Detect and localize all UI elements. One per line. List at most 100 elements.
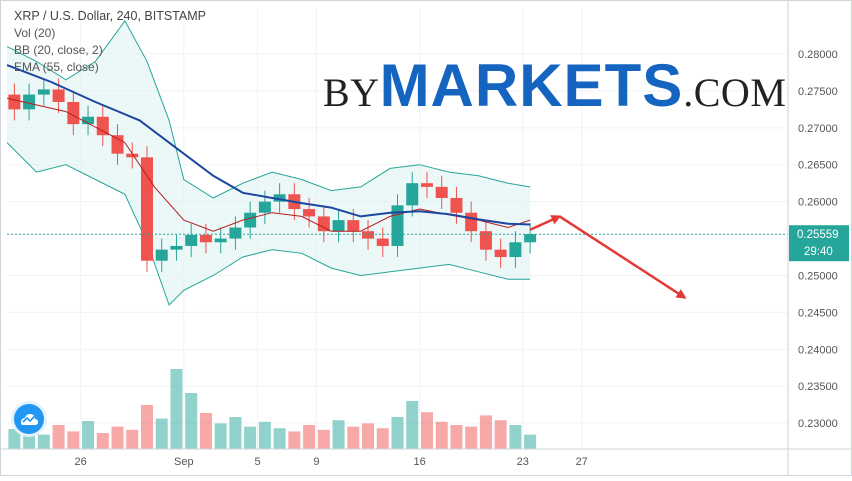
volume-bar (406, 401, 419, 449)
volume-bar (96, 433, 109, 449)
volume-bar (111, 426, 124, 449)
volume-bar (288, 431, 301, 449)
legend-bollinger[interactable]: BB (20, close, 2) (14, 43, 103, 57)
volume-bar (214, 423, 227, 449)
candle-body (82, 116, 95, 125)
volume-bar (465, 426, 478, 449)
brand-markets: MARKETS (379, 52, 684, 119)
candle-body (509, 242, 522, 258)
volume-bar (244, 426, 257, 449)
volume-bar (229, 417, 242, 449)
candle-body (362, 231, 375, 239)
candle-body (126, 153, 139, 158)
candle-body (406, 183, 419, 206)
y-tick-label: 0.28000 (798, 49, 838, 61)
volume-bar (258, 421, 271, 449)
legend-volume[interactable]: Vol (20) (14, 26, 56, 40)
x-tick-label: 27 (576, 456, 588, 468)
x-tick-label: 5 (254, 456, 260, 468)
x-tick-label: 23 (517, 456, 529, 468)
candle-body (465, 212, 478, 232)
last-price-badge (789, 225, 849, 262)
candle-body (155, 249, 168, 261)
candle-body (8, 94, 21, 110)
volume-bar (140, 405, 153, 449)
y-tick-label: 0.23000 (798, 418, 838, 430)
brand-by: BY (323, 70, 380, 115)
y-tick-label: 0.24000 (798, 344, 838, 356)
volume-bar (509, 425, 522, 449)
volume-bar (435, 421, 448, 449)
y-tick-label: 0.23500 (798, 381, 838, 393)
volume-bar (273, 428, 286, 449)
candle-body (199, 234, 212, 243)
candle-body (303, 209, 316, 217)
candlesticks (8, 78, 537, 272)
candle-body (185, 234, 198, 246)
volume-bar (303, 425, 316, 449)
volume-bar (67, 431, 80, 449)
candle-body (52, 89, 65, 102)
candle-body (170, 245, 183, 250)
volume-bar (317, 429, 330, 449)
y-tick-label: 0.25000 (798, 270, 838, 282)
candle-body (96, 116, 109, 136)
volume-bar (391, 417, 404, 449)
chart-legend: XRP / U.S. Dollar, 240, BITSTAMP Vol (20… (14, 8, 206, 76)
candle-body (23, 94, 36, 110)
volume-bar (155, 418, 168, 449)
tradingview-cloud-icon[interactable] (14, 404, 44, 434)
candle-body (67, 101, 80, 125)
candle-body (37, 89, 50, 95)
volume-bar (8, 429, 21, 449)
volume-bar (332, 420, 345, 449)
bar-countdown-label: 29:40 (804, 246, 833, 258)
volume-bar (420, 412, 433, 449)
candle-body (273, 194, 286, 202)
candle-body (140, 157, 153, 261)
candle-body (479, 231, 492, 250)
volume-bar (82, 421, 95, 449)
forecast-arrow (558, 215, 687, 299)
y-tick-label: 0.26000 (798, 197, 838, 209)
forecast-arrows (529, 215, 687, 299)
tradingview-logo-glyph (21, 414, 38, 425)
y-tick-label: 0.24500 (798, 307, 838, 319)
volume-bar (52, 425, 65, 449)
candle-body (450, 197, 463, 213)
volume-bar (362, 423, 375, 449)
volume-bar (450, 425, 463, 449)
y-tick-label: 0.27500 (798, 86, 838, 98)
candle-body (376, 238, 389, 246)
bymarkets-logo: BYMARKETS.COM (323, 56, 786, 116)
x-tick-label: 26 (75, 456, 87, 468)
brand-com: .COM (683, 70, 787, 115)
candle-body (347, 220, 360, 232)
volume-bar (170, 369, 183, 449)
candle-body (317, 216, 330, 232)
candle-body (258, 201, 271, 213)
volume-bar (479, 415, 492, 449)
volume-bar (185, 393, 198, 449)
volume-bar (347, 426, 360, 449)
forecast-arrow (529, 215, 562, 231)
ema-line (6, 64, 531, 226)
candle-body (111, 135, 124, 154)
y-tick-label: 0.26500 (798, 160, 838, 172)
last-price-label: 0.25559 (797, 229, 839, 241)
volume-bar (199, 413, 212, 449)
volume-bar (376, 428, 389, 449)
symbol-title[interactable]: XRP / U.S. Dollar, 240, BITSTAMP (14, 9, 206, 23)
y-tick-label: 0.27000 (798, 123, 838, 135)
candle-body (494, 249, 507, 258)
candle-body (435, 186, 448, 198)
candle-body (524, 234, 537, 243)
legend-ema[interactable]: EMA (55, close) (14, 60, 99, 74)
candle-body (420, 183, 433, 187)
x-tick-label: Sep (174, 456, 194, 468)
volume-bar (494, 420, 507, 449)
candle-body (244, 212, 257, 228)
x-tick-label: 16 (413, 456, 425, 468)
